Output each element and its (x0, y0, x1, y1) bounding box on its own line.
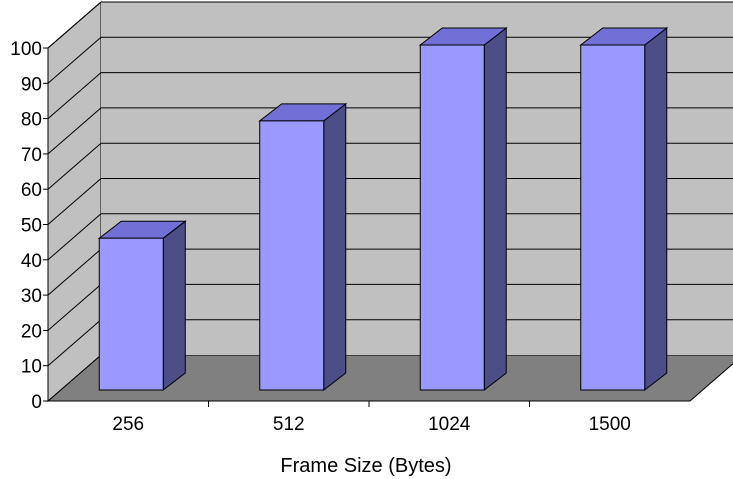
bar-side (323, 102, 347, 392)
gridline (47, 1, 733, 49)
y-tick-label: 10 (21, 357, 42, 378)
bar-1500 (579, 26, 669, 392)
bar-side (483, 26, 507, 392)
x-tick-label: 1500 (589, 414, 631, 435)
y-tick-label: 80 (21, 110, 42, 131)
x-tick-labels: 256 512 1024 1500 (112, 414, 630, 435)
gridline (47, 178, 733, 225)
y-tick-label: 20 (21, 321, 42, 342)
y-tick-label: 0 (31, 392, 42, 413)
gridline (47, 36, 733, 84)
bars (97, 26, 669, 392)
bar-side (644, 26, 668, 392)
y-tick-label: 100 (10, 39, 42, 60)
x-axis-label: Frame Size (Bytes) (280, 455, 451, 477)
y-tick-labels: 0 10 20 30 40 50 60 70 80 90 100 (10, 39, 42, 413)
bar-front (580, 44, 646, 391)
gridline (47, 72, 733, 119)
axes (43, 47, 690, 407)
y-tick-label: 90 (21, 74, 42, 95)
bar-256 (97, 220, 187, 392)
gridline (47, 142, 733, 190)
x-tick-label: 1024 (428, 414, 471, 435)
y-tick-label: 40 (21, 251, 42, 272)
bar-front (259, 120, 325, 391)
bar-1024 (418, 26, 508, 392)
y-tick-label: 50 (21, 216, 42, 237)
gridline (47, 213, 733, 261)
y-tick-label: 70 (21, 145, 42, 166)
gridline (47, 107, 733, 155)
y-tick-label: 30 (21, 286, 42, 307)
y-tick-label: 60 (21, 180, 42, 201)
bar-front (419, 44, 485, 391)
bar-front (98, 237, 164, 391)
x-tick-label: 512 (273, 414, 305, 435)
gridlines (47, 1, 733, 367)
x-tick-label: 256 (112, 414, 144, 435)
bar-512 (258, 102, 348, 392)
bar-side (162, 220, 186, 392)
